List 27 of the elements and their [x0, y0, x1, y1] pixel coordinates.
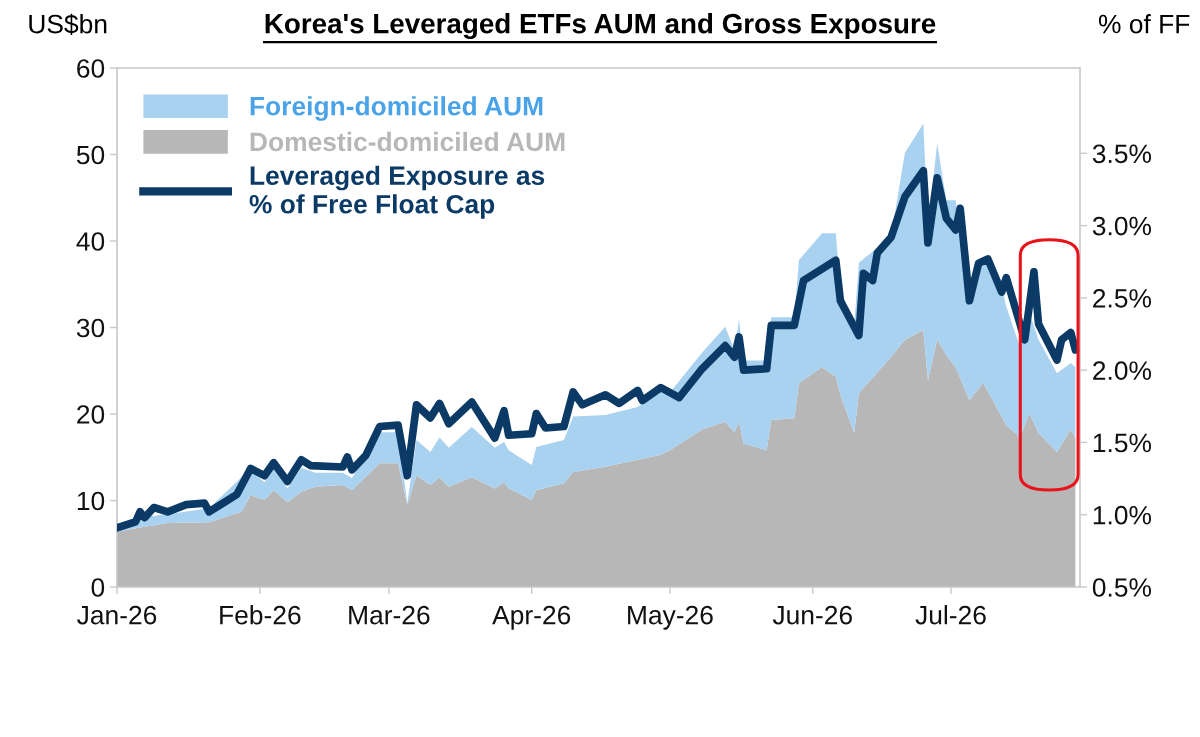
y-tick-label: 60 — [77, 59, 105, 78]
y2-tick-label: 0.5% — [1092, 578, 1152, 597]
y2-tick-label: 2.0% — [1093, 361, 1152, 380]
y-tick-label: 20 — [77, 405, 105, 424]
y2-axis-title: % of FF — [1098, 14, 1190, 34]
x-tick-label: Jun-26 — [772, 605, 852, 625]
y2-tick-label: 1.5% — [1093, 433, 1152, 453]
y-tick-label: 10 — [77, 491, 105, 511]
y2-tick-label: 3.5% — [1092, 144, 1152, 164]
y2-tick-label: 2.5% — [1093, 289, 1152, 308]
legend-label: Foreign-domiciled AUM — [250, 96, 543, 121]
y-axis-title: US$bn — [29, 13, 107, 35]
y-tick-label: 0 — [91, 578, 105, 597]
y-tick-label: 30 — [76, 318, 105, 338]
x-tick-label: Jul-26 — [915, 605, 986, 625]
x-tick-label: May-26 — [628, 605, 713, 630]
y-tick-label: 40 — [76, 232, 105, 251]
x-tick-label: Apr-26 — [492, 605, 571, 630]
x-tick-label: Jan-26 — [77, 605, 157, 625]
y2-tick-label: 3.0% — [1092, 216, 1152, 236]
y2-tick-label: 1.0% — [1093, 505, 1152, 525]
legend-label: Leveraged Exposure as % of Free Float Cap — [249, 165, 545, 219]
y-tick-label: 50 — [76, 145, 105, 165]
x-tick-label: Mar-26 — [349, 605, 430, 625]
legend-label: Domestic-domiciled AUM — [250, 131, 565, 152]
x-tick-label: Feb-26 — [220, 605, 301, 625]
chart-title: Korea's Leveraged ETFs AUM and Gross Exposure — [265, 13, 936, 40]
